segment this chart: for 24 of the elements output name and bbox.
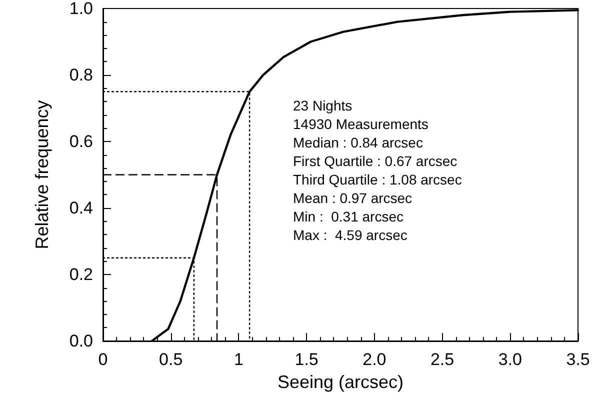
x-tick-label: 1 (234, 350, 244, 369)
y-tick-label: 0.2 (69, 265, 93, 284)
annotation: Mean : 0.97 arcsec (293, 190, 412, 206)
x-tick-label: 3.5 (566, 350, 590, 369)
x-tick-label: 0 (98, 350, 108, 369)
x-tick-label: 0.5 (159, 350, 183, 369)
annotation: Max : 4.59 arcsec (293, 226, 408, 243)
annotation: First Quartile : 0.67 arcsec (293, 152, 458, 169)
x-tick-label: 2.0 (362, 350, 386, 369)
y-axis-title: Relative frequency (32, 100, 52, 250)
annotation: 14930 Measurements (293, 116, 428, 132)
y-tick-label: 0.6 (69, 132, 93, 151)
y-tick-label: 0.8 (69, 66, 93, 84)
y-tick-label: 0.0 (69, 332, 93, 350)
annotation: Min : 0.31 arcsec (293, 208, 404, 224)
annotation: 23 Nights (293, 97, 352, 114)
x-tick-label: 2.5 (430, 350, 454, 369)
x-axis-title: Seeing (arcsec) (277, 372, 404, 392)
annotation: Third Quartile : 1.08 arcsec (293, 171, 462, 188)
x-tick-label: 1.5 (294, 350, 318, 369)
x-tick-label: 3.0 (498, 350, 522, 369)
annotation: Median : 0.84 arcsec (293, 134, 423, 150)
y-tick-label: 1.0 (69, 0, 93, 18)
y-tick-label: 0.4 (69, 198, 93, 218)
